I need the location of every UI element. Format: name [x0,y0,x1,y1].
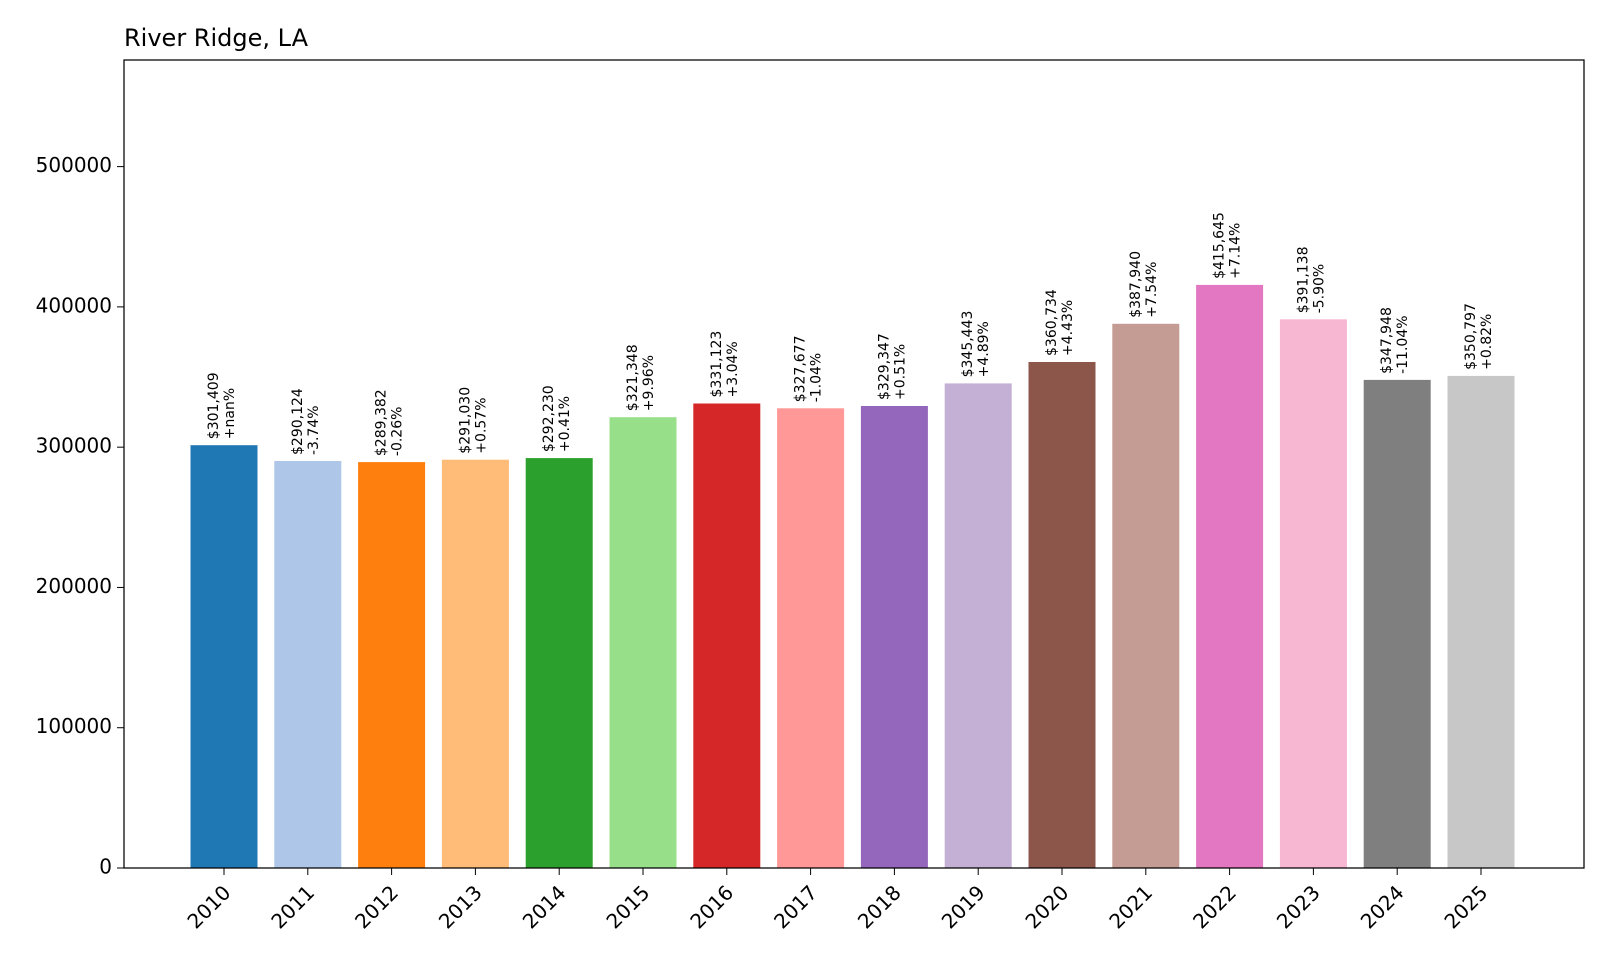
bar-price-label: $321,348 [625,344,641,411]
bar-price-label: $327,677 [793,335,809,402]
bar-price-label: $415,645 [1212,212,1228,279]
bar-2014 [525,458,593,868]
bar-change-label: +3.04% [725,341,741,397]
bar-2018 [860,406,928,868]
x-tick-label: 2018 [853,880,906,933]
bar-price-label: $350,797 [1463,303,1479,370]
bar-2016 [693,403,761,868]
bar-change-label: +0.51% [892,344,908,400]
bar-2020 [1028,362,1096,868]
x-tick-label: 2023 [1272,880,1325,933]
bar-2021 [1112,323,1180,868]
bar-change-label: +7.54% [1144,262,1160,318]
bar-price-label: $391,138 [1295,246,1311,313]
bar-price-label: $360,734 [1044,289,1060,356]
bar-change-label: -1.04% [809,353,825,403]
x-tick-label: 2024 [1356,880,1409,933]
bar-value-label: $350,797+0.82% [1463,303,1495,370]
bar-2025 [1447,375,1515,868]
bar-change-label: +0.41% [557,396,573,452]
bar-2011 [274,461,342,868]
x-tick-label: 2016 [685,880,738,933]
bar-2015 [609,417,677,868]
y-tick-label: 400000 [36,293,112,317]
bar-change-label: +0.82% [1479,314,1495,370]
bar-price-label: $387,940 [1128,251,1144,318]
bar-2012 [358,462,426,868]
bar-price-label: $301,409 [206,372,222,439]
bar-price-label: $290,124 [290,388,306,455]
bar-value-label: $329,347+0.51% [876,333,908,400]
x-tick-label: 2010 [182,880,235,933]
x-tick-label: 2015 [601,880,654,933]
bar-2013 [441,459,509,868]
bar-2017 [777,408,845,868]
bar-price-label: $289,382 [374,389,390,456]
bar-value-label: $387,940+7.54% [1128,251,1160,318]
bar-price-label: $291,030 [457,387,473,454]
bar-value-label: $415,645+7.14% [1212,212,1244,279]
bar-change-label: -0.26% [390,407,406,457]
bar-value-label: $327,677-1.04% [793,335,825,402]
x-tick-label: 2025 [1439,880,1492,933]
bar-value-label: $391,138-5.90% [1295,246,1327,313]
bar-change-label: -11.04% [1395,315,1411,373]
bar-change-label: +nan% [222,388,238,439]
bar-price-label: $347,948 [1379,307,1395,374]
y-tick-label: 100000 [36,714,112,738]
bar-change-label: +7.14% [1228,223,1244,279]
bar-value-label: $289,382-0.26% [374,389,406,456]
bar-change-label: +4.43% [1060,300,1076,356]
bar-value-label: $292,230+0.41% [541,385,573,452]
bar-change-label: +9.96% [641,355,657,411]
bar-value-label: $301,409+nan% [206,372,238,439]
x-tick-label: 2020 [1020,880,1073,933]
y-tick-label: 200000 [36,574,112,598]
x-tick-label: 2013 [434,880,487,933]
bar-change-label: +0.57% [473,397,489,453]
bar-2023 [1279,319,1347,868]
bar-2024 [1363,379,1431,868]
x-tick-label: 2012 [350,880,403,933]
x-tick-label: 2017 [769,880,822,933]
bar-value-label: $290,124-3.74% [290,388,322,455]
bar-change-label: -3.74% [306,405,322,455]
bar-price-label: $292,230 [541,385,557,452]
bar-value-label: $331,123+3.04% [709,331,741,398]
bar-value-label: $360,734+4.43% [1044,289,1076,356]
bars-layer: $301,409+nan% $290,124-3.74% $289,382-0.26… [190,212,1515,868]
bar-value-label: $347,948-11.04% [1379,307,1411,374]
y-tick-label: 0 [99,855,112,879]
x-tick-label: 2019 [937,880,990,933]
bar-2010 [190,445,258,868]
x-tick-label: 2021 [1104,880,1157,933]
plot-frame [123,59,1585,869]
bar-value-label: $321,348+9.96% [625,344,657,411]
bar-price-label: $331,123 [709,331,725,398]
bar-value-label: $291,030+0.57% [457,387,489,454]
x-tick-label: 2014 [518,880,571,933]
bar-change-label: -5.90% [1311,264,1327,314]
chart-title: River Ridge, LA [124,24,309,52]
bar-price-label: $345,443 [960,311,976,378]
x-tick-label: 2011 [266,880,319,933]
y-tick-label: 500000 [36,153,112,177]
bar-value-label: $345,443+4.89% [960,311,992,378]
bar-2019 [944,383,1012,868]
x-tick-label: 2022 [1188,880,1241,933]
bar-2022 [1196,284,1264,868]
bar-change-label: +4.89% [976,321,992,377]
bar-price-label: $329,347 [876,333,892,400]
y-tick-label: 300000 [36,434,112,458]
